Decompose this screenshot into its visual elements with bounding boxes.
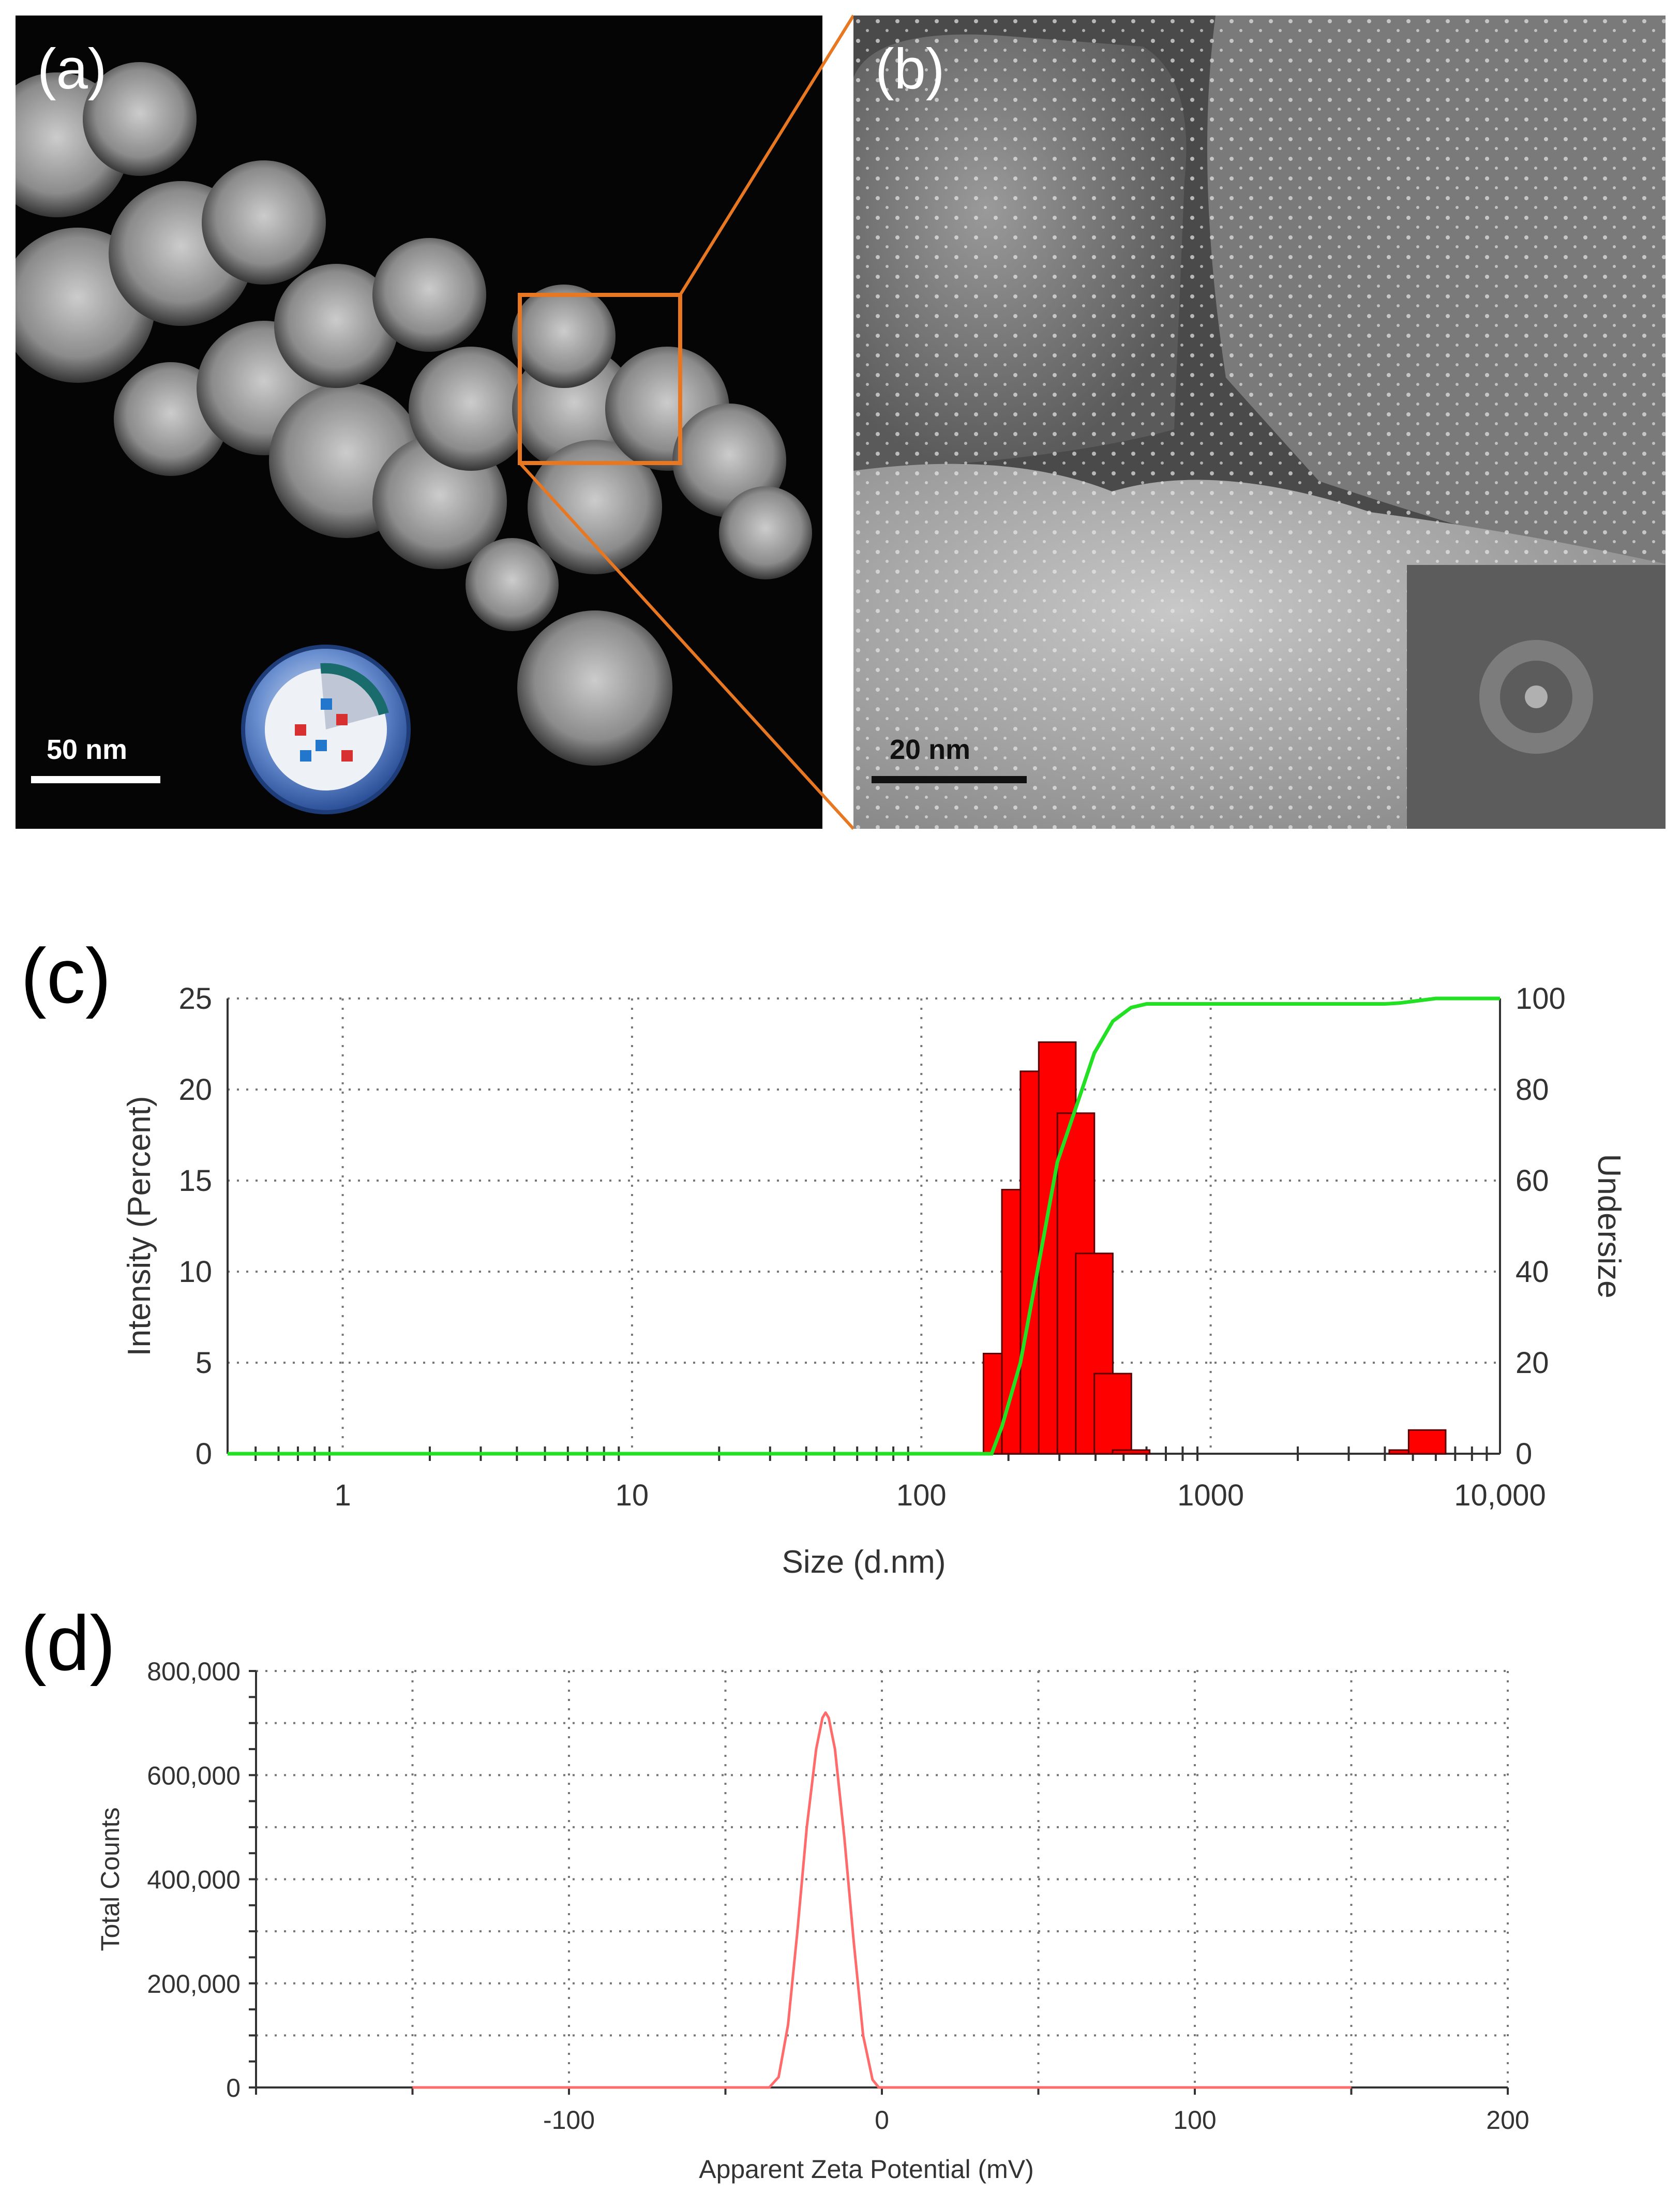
x-tick-label: 0: [875, 2106, 889, 2135]
zoom-region-box: [518, 293, 682, 465]
micrograph-panel-a: (a) 50 nm: [16, 16, 822, 829]
y-tick-label: 10: [178, 1255, 212, 1289]
y-right-tick-label: 40: [1516, 1255, 1549, 1289]
y-right-axis-label: Undersize: [1591, 1154, 1627, 1298]
zeta-potential-chart: -100 0 100 200 0 200,000 400,000 600,000 800,000…: [96, 1657, 1529, 2184]
histogram-bar: [1093, 1373, 1132, 1455]
x-tick-label: 100: [1173, 2106, 1216, 2135]
y-tick-label: 800,000: [147, 1657, 241, 1686]
y-tick-label: 20: [178, 1073, 212, 1107]
y-tick-label: 600,000: [147, 1761, 241, 1790]
y-tick-label: 0: [226, 2073, 241, 2102]
scale-bar-a: [31, 776, 160, 783]
scale-label-b: 20 nm: [890, 734, 971, 765]
y-right-tick-label: 60: [1516, 1164, 1549, 1198]
panel-label-d: (d): [21, 1600, 116, 1687]
scale-bar-b: [872, 776, 1027, 783]
y-tick-label: 0: [196, 1437, 212, 1471]
x-tick-label: 100: [896, 1479, 947, 1512]
y-tick-label: 200,000: [147, 1970, 241, 1998]
nanoparticle-schematic-icon: [241, 645, 411, 814]
x-axis-label: Apparent Zeta Potential (mV): [699, 2155, 1034, 2184]
histogram-bar: [1112, 1449, 1151, 1455]
y-tick-label: 25: [178, 982, 212, 1016]
x-tick-label: 1000: [1177, 1479, 1244, 1512]
x-tick-label: 10,000: [1454, 1479, 1546, 1512]
y-right-tick-label: 100: [1516, 982, 1566, 1016]
y-axis-label: Total Counts: [96, 1808, 125, 1951]
micrograph-panel-b: (b) 20 nm: [853, 16, 1666, 829]
size-distribution-chart: 1 10 100 1000 10,000 0 5 10 15 20 25 0 20 40 60 80 100 Si…: [122, 982, 1627, 1580]
y-axis-label: Intensity (Percent): [122, 1096, 157, 1356]
histogram-bar: [1407, 1429, 1447, 1455]
micrograph-b-image: [853, 16, 1666, 829]
x-tick-label: 1: [334, 1479, 351, 1512]
micrograph-a-image: [16, 62, 812, 814]
panel-label-b: (b): [875, 37, 945, 101]
x-tick-label: 10: [616, 1479, 649, 1512]
panel-label-a: (a): [37, 37, 107, 101]
scale-label-a: 50 nm: [47, 734, 128, 765]
y-tick-label: 5: [196, 1346, 212, 1380]
y-tick-label: 400,000: [147, 1866, 241, 1894]
y-tick-label: 15: [178, 1164, 212, 1198]
undersize-line: [228, 996, 1500, 1456]
y-right-tick-label: 20: [1516, 1346, 1549, 1380]
x-tick-label: 200: [1486, 2106, 1529, 2135]
x-tick-label: -100: [543, 2106, 595, 2135]
zeta-distribution-line: [412, 1711, 1352, 2089]
zoom-callout-lines: [518, 14, 855, 830]
x-axis-label: Size (d.nm): [782, 1544, 946, 1580]
y-right-tick-label: 0: [1516, 1437, 1532, 1471]
panel-label-c: (c): [21, 932, 111, 1019]
y-right-tick-label: 80: [1516, 1073, 1549, 1107]
